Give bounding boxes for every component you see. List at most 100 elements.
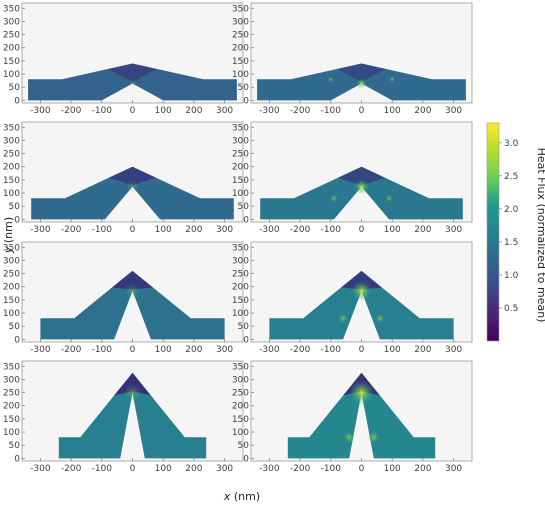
y-tick-label: 250 [3, 31, 20, 41]
x-tick-label: 200 [414, 106, 431, 116]
y-tick-label: 300 [232, 136, 249, 146]
y-tick-label: 0 [14, 335, 20, 345]
y-tick-label: 0 [243, 335, 249, 345]
x-tick-label: -100 [92, 464, 113, 474]
x-tick-label: 300 [445, 225, 462, 235]
y-tick-label: 350 [3, 123, 20, 133]
x-tick-label: -100 [321, 106, 342, 116]
x-tick-label: -100 [92, 106, 113, 116]
y-tick-label: 350 [232, 4, 249, 14]
x-tick-label: 0 [359, 225, 365, 235]
y-tick-label: 100 [3, 428, 20, 438]
heat-flux-shape [31, 166, 234, 220]
x-tick-label: -200 [290, 225, 311, 235]
y-tick-label: 300 [232, 375, 249, 385]
x-tick-label: -100 [321, 464, 342, 474]
x-tick-label: -200 [61, 225, 82, 235]
y-tick-label: 100 [232, 189, 249, 199]
y-tick-label: 100 [3, 309, 20, 319]
apex-dark-region [108, 166, 157, 186]
panel-r4-c2: 0 50 100 150 200 250 300 350 -300 -200 -100 0 100 200… [232, 360, 473, 474]
heat-flux-shape [40, 270, 225, 340]
y-tick-label: 150 [232, 296, 249, 306]
panels-group: 0 50 100 150 200 250 300 350 -300 -200 -100 0 100 200… [3, 2, 473, 474]
x-tick-label: -200 [61, 464, 82, 474]
colorbar-tick-label: 0.5 [504, 304, 518, 314]
y-tick-label: 200 [3, 402, 20, 412]
colorbar: 0.5 1.0 1.5 2.0 2.5 3.0 [486, 122, 519, 342]
x-tick-label: 300 [216, 106, 233, 116]
y-tick-label: 300 [232, 256, 249, 266]
y-tick-label: 150 [232, 57, 249, 67]
y-tick-label: 150 [3, 57, 20, 67]
x-tick-label: 0 [359, 345, 365, 355]
corner-hotspot-left [329, 194, 338, 203]
y-tick-label: 250 [3, 389, 20, 399]
x-tick-label: 200 [185, 345, 202, 355]
y-tick-label: 300 [3, 375, 20, 385]
apex-hotspot [351, 280, 372, 301]
colorbar-tick-label: 1.0 [504, 271, 519, 281]
y-tick-label: 350 [232, 243, 249, 253]
x-tick-label: -200 [61, 345, 82, 355]
x-tick-label: -300 [30, 106, 51, 116]
x-tick-label: 100 [155, 464, 172, 474]
x-tick-label: 100 [384, 464, 401, 474]
y-tick-label: 250 [3, 270, 20, 280]
apex-hotspot [354, 179, 369, 195]
colorbar-tick-label: 2.5 [504, 172, 518, 182]
y-tick-label: 300 [3, 17, 20, 27]
x-tick-label: 200 [185, 464, 202, 474]
x-tick-label: 0 [359, 464, 365, 474]
x-tick-label: -300 [30, 225, 51, 235]
x-axis-label: x (nm) [223, 490, 260, 503]
y-tick-label: 350 [3, 362, 20, 372]
x-tick-label: -100 [92, 225, 113, 235]
x-tick-label: -100 [321, 345, 342, 355]
x-tick-label: 100 [384, 345, 401, 355]
panel-r3-c2: 0 50 100 150 200 250 300 350 -300 -200 -100 0 100 200… [232, 241, 473, 355]
x-tick-label: -200 [290, 345, 311, 355]
x-tick-label: -300 [259, 106, 280, 116]
y-tick-label: 200 [232, 163, 249, 173]
y-tick-label: 250 [232, 389, 249, 399]
x-tick-label: 0 [130, 464, 136, 474]
apex-hotspot [128, 79, 137, 88]
y-tick-label: 0 [243, 215, 249, 225]
y-tick-label: 200 [232, 402, 249, 412]
heat-flux-shape [269, 270, 454, 340]
y-tick-label: 150 [232, 415, 249, 425]
y-axis-label: y (nm) [2, 217, 15, 254]
corner-hotspot-left [327, 76, 334, 83]
panel-r2-c2: 0 50 100 150 200 250 300 350 -300 -200 -100 0 100 200… [232, 121, 473, 235]
apex-hotspot [126, 180, 139, 193]
apex-dark-region [337, 166, 386, 186]
x-tick-label: 200 [185, 106, 202, 116]
x-tick-label: -300 [30, 464, 51, 474]
y-tick-label: 150 [3, 415, 20, 425]
y-tick-label: 50 [238, 441, 250, 451]
x-tick-label: -100 [321, 225, 342, 235]
colorbar-tick-label: 1.5 [504, 238, 518, 248]
panel-r1-c2: 0 50 100 150 200 250 300 350 -300 -200 -100 0 100 200… [232, 2, 473, 116]
heat-flux-shape [287, 372, 436, 459]
x-tick-label: 300 [445, 345, 462, 355]
panel-r2-c1: 0 50 100 150 200 250 300 350 -300 -200 -100 0 100 200… [3, 121, 244, 235]
corner-hotspot-left [338, 313, 349, 324]
colorbar-bar [486, 122, 500, 342]
y-tick-label: 50 [238, 322, 250, 332]
y-tick-label: 0 [14, 96, 20, 106]
x-tick-label: 0 [130, 106, 136, 116]
x-tick-label: 100 [384, 225, 401, 235]
y-tick-label: 0 [14, 454, 20, 464]
x-tick-label: 100 [155, 345, 172, 355]
y-tick-label: 50 [9, 322, 21, 332]
y-tick-label: 350 [3, 4, 20, 14]
y-tick-label: 150 [3, 296, 20, 306]
heat-flux-shape [58, 372, 207, 459]
y-tick-label: 0 [243, 454, 249, 464]
x-tick-label: -100 [92, 345, 113, 355]
apex-hotspot [122, 382, 143, 403]
x-tick-label: 0 [130, 345, 136, 355]
